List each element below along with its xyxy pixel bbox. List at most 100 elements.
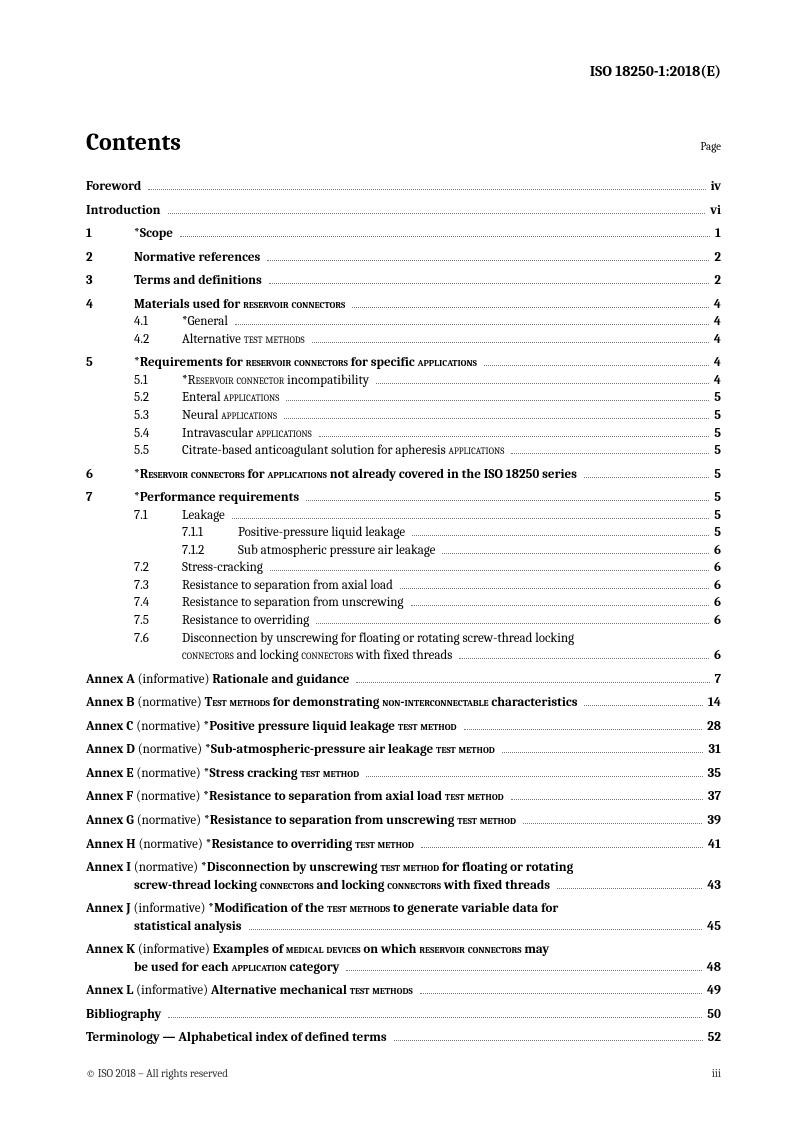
toc-5-1: 5.1 *Reservoir connector incompatibility… [86, 372, 721, 390]
text-sc: application [232, 960, 287, 975]
text-sc: applications [221, 408, 277, 423]
section-number: 3 [86, 272, 134, 290]
toc-section-4: 4 Materials used for reservoir connector… [86, 296, 721, 314]
text-sc: Reservoir connector [188, 373, 285, 388]
toc-5-3: 5.3 Neural applications 5 [86, 407, 721, 425]
section-title: Materials used for reservoir connectors [134, 296, 349, 314]
sub-title: *Reservoir connector incompatibility [182, 372, 373, 390]
page-number: 4 [712, 354, 721, 372]
sub-title: Neural applications [182, 407, 281, 425]
leader [366, 776, 703, 777]
text: to generate variable data for [390, 901, 558, 916]
page-number: 28 [705, 718, 721, 736]
leader [420, 993, 702, 994]
leader [459, 658, 709, 659]
text: Enteral [182, 390, 224, 405]
text: Annex E [86, 766, 134, 781]
toc-label: Foreword [86, 178, 145, 196]
text: category [287, 960, 340, 975]
page-number: 6 [712, 594, 721, 612]
annex-title: Annex F (normative) *Resistance to separ… [86, 788, 508, 806]
toc-7-1: 7.1 Leakage 5 [86, 507, 721, 525]
page-number: 49 [705, 982, 721, 1000]
toc-foreword: Foreword iv [86, 178, 721, 196]
toc-5-2: 5.2 Enteral applications 5 [86, 389, 721, 407]
toc-4-1: 4.1 *General 4 [86, 313, 721, 331]
sub-number: 7.1.2 [182, 542, 238, 560]
text: Annex A [86, 672, 135, 687]
sub-number: 5.5 [134, 442, 182, 460]
text: on which [361, 942, 420, 957]
leader [442, 553, 709, 554]
text-sc: connectors [301, 648, 353, 663]
text: Annex H [86, 837, 136, 852]
leader [511, 799, 703, 800]
text: Annex C [86, 719, 133, 734]
text: *Requirements for [134, 355, 246, 370]
annex-k-line2: be used for each application category 48 [86, 959, 721, 977]
annex-c: Annex C (normative) *Positive pressure l… [86, 718, 721, 736]
toc-5-4: 5.4 Intravascular applications 5 [86, 425, 721, 443]
page-number: 50 [705, 1006, 721, 1024]
text-sc: applications [449, 443, 505, 458]
sub-number: 5.2 [134, 389, 182, 407]
text: Annex D [86, 742, 135, 757]
text: (informative) [135, 672, 213, 687]
text: with fixed threads [441, 878, 550, 893]
page-label: Page [700, 140, 721, 153]
toc-7-6-line1: 7.6 Disconnection by unscrewing for floa… [86, 630, 721, 648]
leader [306, 500, 709, 501]
page-number: 35 [706, 765, 721, 783]
page-number: 1 [713, 225, 721, 243]
text: *Disconnection by unscrewing [201, 860, 380, 875]
text: (normative) [136, 837, 206, 852]
text-sc: test method [300, 766, 359, 781]
text: (normative) [133, 789, 203, 804]
toc-label: Introduction [86, 202, 165, 220]
toc-5-5: 5.5 Citrate-based anticoagulant solution… [86, 442, 721, 460]
page-number: 14 [706, 694, 721, 712]
annex-e: Annex E (normative) *Stress cracking tes… [86, 765, 721, 783]
text: *Modification of the [208, 901, 327, 916]
text: Intravascular [182, 426, 256, 441]
text: for specific [348, 355, 418, 370]
text: Examples of [213, 942, 286, 957]
leader [235, 324, 709, 325]
sub-title: Citrate-based anticoagulant solution for… [182, 442, 508, 460]
toc-7-1-2: 7.1.2 Sub atmospheric pressure air leaka… [86, 542, 721, 560]
text: *Positive pressure liquid leakage [204, 719, 398, 734]
text: (normative) [131, 860, 201, 875]
page-number: 5 [712, 442, 721, 460]
text-sc: applications [268, 467, 327, 482]
page-number: 4 [712, 296, 721, 314]
toc-7-1-1: 7.1.1 Positive-pressure liquid leakage 5 [86, 524, 721, 542]
annex-title: Annex A (informative) Rationale and guid… [86, 671, 353, 689]
sub-title: connectors and locking connectors with f… [182, 647, 456, 665]
sub-number: 7.4 [134, 594, 182, 612]
page-number: 39 [705, 812, 721, 830]
section-title: *Reservoir connectors for applications n… [134, 466, 581, 484]
text: *Resistance to overriding [206, 837, 355, 852]
text: Materials used for [134, 297, 243, 312]
text: not already covered in the ISO 18250 ser… [327, 467, 577, 482]
leader [352, 307, 709, 308]
leader [269, 283, 710, 284]
section-number: 4 [86, 296, 134, 314]
sub-number: 7.5 [134, 612, 182, 630]
section-title: Terms and definitions [134, 272, 266, 290]
text-sc: applications [418, 355, 477, 370]
text: *Resistance to separation from axial loa… [203, 789, 445, 804]
sub-number: 7.6 [134, 630, 182, 648]
text: screw-thread locking [134, 878, 260, 893]
text: for floating or rotating [439, 860, 573, 875]
text: incompatibility [284, 373, 369, 388]
page-number: 45 [705, 918, 721, 936]
annex-j-line2: statistical analysis 45 [86, 918, 721, 936]
page-number: 6 [712, 542, 721, 560]
section-number: 5 [86, 354, 134, 372]
text: and locking [234, 648, 302, 663]
text: Annex K [86, 942, 135, 957]
sub-number: 4.1 [134, 313, 182, 331]
leader [394, 1040, 703, 1041]
text: Annex B [86, 695, 134, 710]
